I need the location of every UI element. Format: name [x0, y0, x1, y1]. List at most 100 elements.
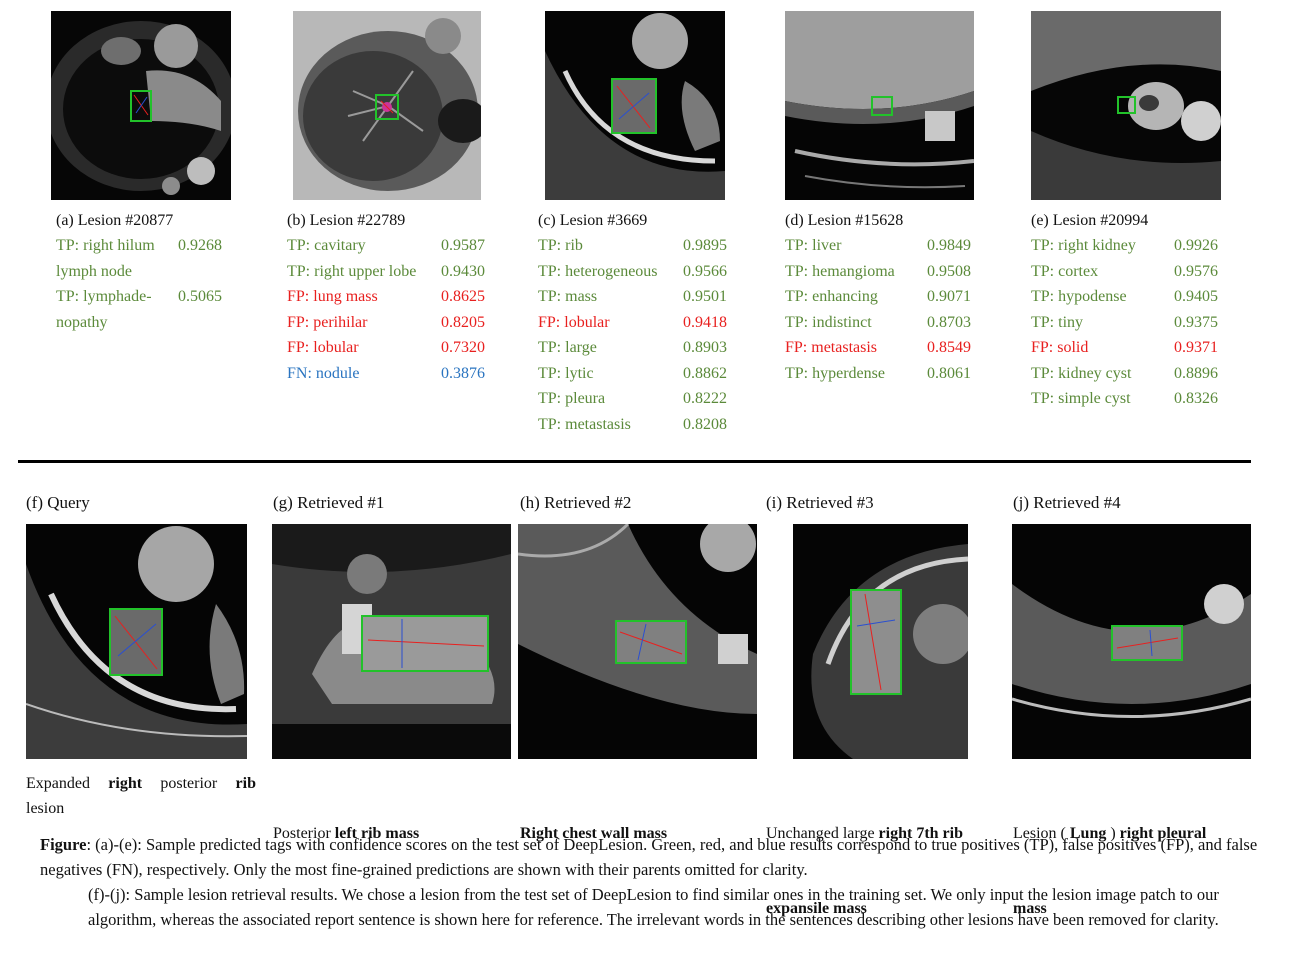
tag-list-e: TP: right kidney 0.9926 TP: cortex 0.9576 …: [1031, 233, 1241, 412]
tag-row: TP: hyperdense 0.8061: [785, 361, 995, 387]
tag-score: 0.8549: [927, 339, 971, 356]
tag-row: TP: indistinct 0.8703: [785, 310, 995, 336]
title-g: (g) Retrieved #1: [273, 493, 385, 512]
sentence-word: lesion: [26, 800, 65, 817]
tag-list-d: TP: liver 0.9849 TP: hemangioma 0.9508 TP:…: [785, 233, 995, 386]
tag-row: FP: perihilar 0.8205: [287, 310, 507, 336]
tag-label: TP: pleura: [538, 390, 606, 407]
tag-label: TP: cavitary: [287, 237, 366, 254]
tag-score: 0.8326: [1174, 390, 1218, 407]
sentence-f: Expanded right posterior rib lesion: [26, 771, 256, 821]
tag-row: TP: simple cyst 0.8326: [1031, 386, 1241, 412]
tag-row: FN: nodule 0.3876: [287, 361, 507, 387]
figure-caption-para-2: (f)-(j): Sample lesion retrieval results…: [40, 882, 1290, 932]
tag-score: 0.8896: [1174, 364, 1218, 382]
tag-row: FP: metastasis 0.8549: [785, 335, 995, 361]
tag-label: FP: solid: [1031, 339, 1089, 356]
tag-label: TP: mass: [538, 288, 598, 305]
tag-row: TP: right hilum 0.9268: [56, 233, 246, 259]
tag-row: TP: hypodense 0.9405: [1031, 284, 1241, 310]
tag-row: TP: heterogeneous 0.9566: [538, 259, 758, 285]
tag-row: TP: tiny 0.9375: [1031, 310, 1241, 336]
tag-label: TP: right hilum: [56, 237, 155, 254]
tag-row: TP: rib 0.9895: [538, 233, 758, 259]
tag-label: TP: hemangioma: [785, 262, 895, 280]
tag-row: TP: large 0.8903: [538, 335, 758, 361]
tag-label: TP: liver: [785, 237, 842, 254]
sentence-h: Right chest wall mass: [520, 771, 756, 871]
tag-row: FP: solid 0.9371: [1031, 335, 1241, 361]
sentence-keyword: mass: [1013, 900, 1047, 917]
tag-score: 0.8862: [683, 364, 727, 382]
sentence-keyword: right 7th rib: [878, 825, 963, 842]
ct-image-d: [785, 11, 974, 200]
tag-score: 0.8703: [927, 313, 971, 331]
tag-row: nopathy: [56, 310, 246, 336]
tag-score: 0.9430: [441, 262, 485, 280]
tag-row: TP: mass 0.9501: [538, 284, 758, 310]
sentence-line: mass: [1013, 896, 1249, 921]
sentence-line: Right chest wall mass: [520, 821, 756, 846]
ct-image-b: [293, 11, 481, 200]
sentence-g: Posterior left rib mass: [273, 771, 509, 871]
tag-row: TP: lymphade- 0.5065: [56, 284, 246, 310]
sentence-i: Unchanged large right 7th rib expansile …: [766, 771, 1002, 946]
tag-label: TP: hypodense: [1031, 288, 1127, 305]
tag-row: TP: metastasis 0.8208: [538, 412, 758, 438]
tag-label: TP: indistinct: [785, 313, 872, 331]
tag-label: FP: metastasis: [785, 339, 878, 356]
ct-image-g: [272, 524, 511, 759]
sentence-line: Unchanged large right 7th rib: [766, 821, 1002, 846]
sentence-word: Expanded: [26, 775, 90, 792]
tag-score: 0.8222: [683, 390, 727, 407]
tag-row: TP: kidney cyst 0.8896: [1031, 361, 1241, 387]
tag-score: 0.9501: [683, 288, 727, 305]
caption-a: (a) Lesion #20877: [56, 212, 174, 229]
tag-label: TP: rib: [538, 237, 583, 254]
tag-score: 0.8205: [441, 313, 485, 331]
tag-score: 0.7320: [441, 339, 485, 356]
tag-row: TP: right upper lobe 0.9430: [287, 259, 507, 285]
tag-label: TP: kidney cyst: [1031, 364, 1132, 382]
caption-d: (d) Lesion #15628: [785, 212, 904, 229]
tag-score: 0.9071: [927, 288, 971, 305]
tag-score: 0.3876: [441, 364, 485, 382]
tag-score: 0.9508: [927, 262, 971, 280]
tag-row: TP: right kidney 0.9926: [1031, 233, 1241, 259]
tag-score: 0.9895: [683, 237, 727, 254]
tag-label: TP: lytic: [538, 364, 594, 382]
tag-score: 0.9375: [1174, 313, 1218, 331]
tag-row: lymph node: [56, 259, 246, 285]
tag-row: TP: cavitary 0.9587: [287, 233, 507, 259]
tag-label: FP: lung mass: [287, 288, 378, 305]
ct-image-f: [26, 524, 247, 759]
sentence-word: posterior: [160, 775, 218, 792]
sentence-word: Unchanged large: [766, 825, 879, 842]
tag-score: 0.9418: [683, 313, 727, 331]
tag-list-a: TP: right hilum 0.9268 lymph node TP: lym…: [56, 233, 246, 335]
sentence-keyword: right: [108, 775, 143, 792]
sentence-keyword: Right chest wall mass: [520, 825, 668, 842]
tag-score: 0.9849: [927, 237, 971, 254]
ct-image-h: [518, 524, 757, 759]
tag-label: TP: enhancing: [785, 288, 878, 305]
tag-score: 0.9405: [1174, 288, 1218, 305]
tag-list-c: TP: rib 0.9895 TP: heterogeneous 0.9566 TP…: [538, 233, 758, 437]
tag-score: 0.8061: [927, 364, 971, 382]
tag-row: TP: liver 0.9849: [785, 233, 995, 259]
tag-score: 0.9371: [1174, 339, 1218, 356]
sentence-keyword: Lung: [1069, 825, 1107, 842]
caption-b: (b) Lesion #22789: [287, 212, 406, 229]
tag-score: 0.9268: [178, 237, 222, 254]
tag-row: TP: enhancing 0.9071: [785, 284, 995, 310]
tag-score: 0.9566: [683, 262, 727, 280]
tag-label: FP: lobular: [538, 313, 610, 331]
tag-list-b: TP: cavitary 0.9587 TP: right upper lobe 0…: [287, 233, 507, 386]
figure-label: Figure: [40, 835, 87, 854]
tag-label: TP: metastasis: [538, 415, 631, 433]
sentence-keyword: expansile mass: [766, 900, 867, 917]
sentence-keyword: rib: [235, 775, 256, 792]
tag-row: TP: pleura 0.8222: [538, 386, 758, 412]
section-divider: [18, 460, 1251, 463]
figure-caption: Figure: (a)-(e): Sample predicted tags w…: [40, 832, 1290, 932]
